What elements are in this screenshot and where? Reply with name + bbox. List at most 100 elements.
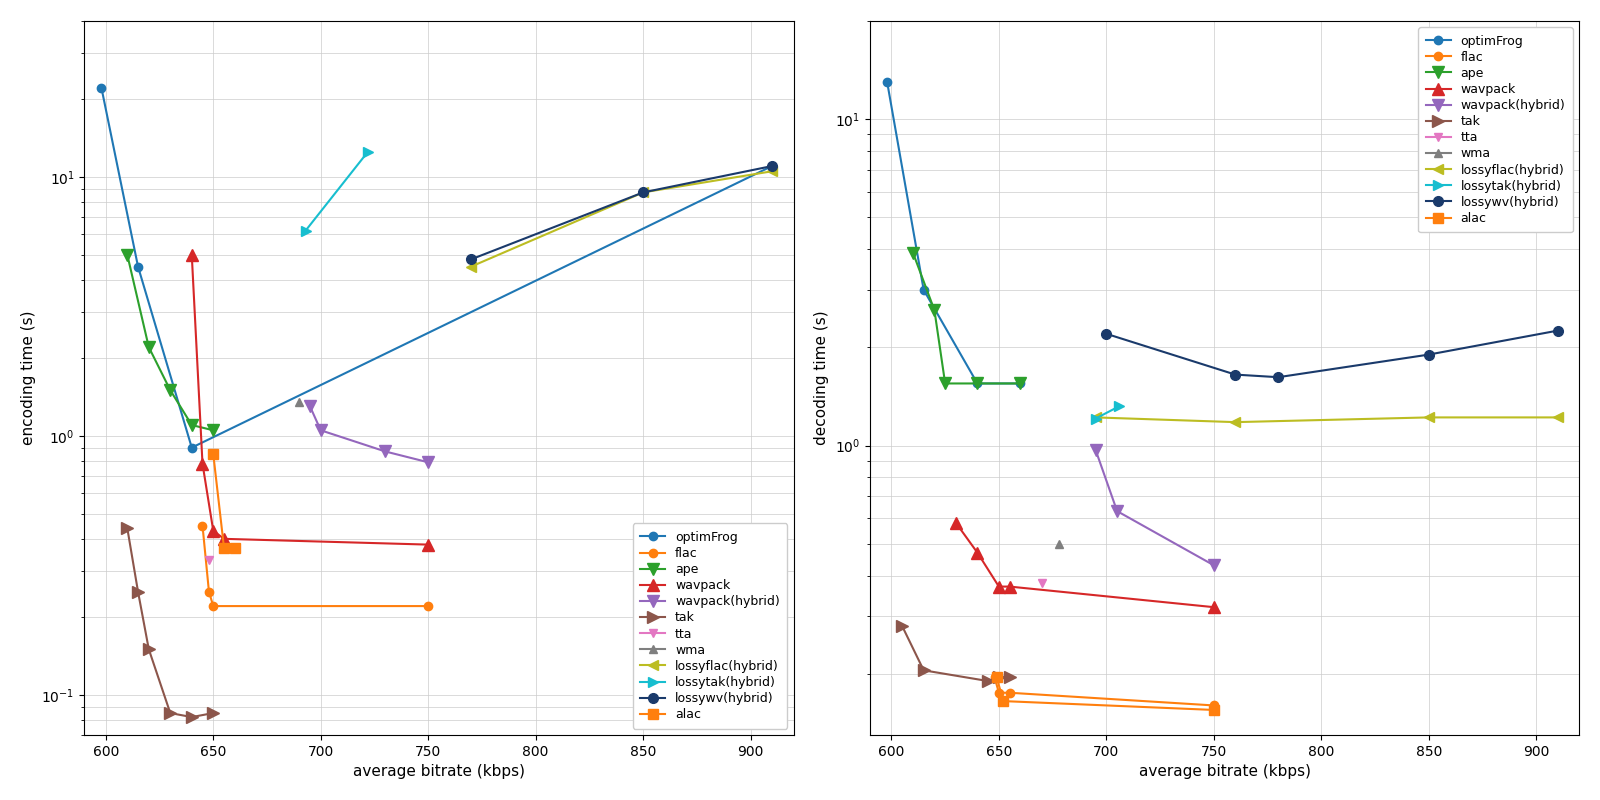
Line: flac: flac — [198, 522, 432, 610]
Line: lossyflac(hybrid): lossyflac(hybrid) — [466, 166, 778, 271]
lossywv(hybrid) — [763, 162, 782, 171]
tak — [979, 676, 998, 686]
alac — [987, 673, 1006, 682]
X-axis label: average bitrate (kbps): average bitrate (kbps) — [1139, 764, 1310, 779]
tak — [914, 666, 933, 675]
optimFrog — [1011, 378, 1030, 388]
alac — [214, 543, 234, 553]
tak — [160, 708, 179, 718]
ape — [1011, 378, 1030, 388]
wavpack — [182, 250, 202, 259]
Line: wavpack: wavpack — [950, 518, 1219, 613]
lossywv(hybrid) — [461, 254, 480, 264]
wavpack — [214, 534, 234, 544]
optimFrog — [91, 83, 110, 93]
tak — [182, 712, 202, 722]
lossyflac(hybrid) — [461, 262, 480, 271]
wavpack — [946, 518, 965, 528]
optimFrog — [763, 162, 782, 171]
lossyflac(hybrid) — [1086, 413, 1106, 422]
Line: wavpack: wavpack — [186, 249, 434, 550]
optimFrog — [968, 378, 987, 388]
Legend: optimFrog, flac, ape, wavpack, wavpack(hybrid), tak, tta, wma, lossyflac(hybrid): optimFrog, flac, ape, wavpack, wavpack(h… — [632, 523, 787, 729]
wavpack — [203, 526, 222, 535]
Line: alac: alac — [992, 673, 1219, 715]
Line: lossytak(hybrid): lossytak(hybrid) — [1091, 402, 1125, 423]
wavpack — [194, 459, 213, 469]
Legend: optimFrog, flac, ape, wavpack, wavpack(hybrid), tak, tta, wma, lossyflac(hybrid): optimFrog, flac, ape, wavpack, wavpack(h… — [1418, 27, 1573, 233]
Line: lossytak(hybrid): lossytak(hybrid) — [301, 147, 373, 235]
optimFrog — [182, 443, 202, 453]
wavpack(hybrid) — [1086, 445, 1106, 454]
optimFrog — [877, 77, 896, 86]
Line: wavpack(hybrid): wavpack(hybrid) — [304, 401, 434, 468]
ape — [118, 250, 138, 259]
lossywv(hybrid) — [1096, 329, 1115, 338]
ape — [968, 378, 987, 388]
tak — [893, 622, 912, 631]
lossywv(hybrid) — [1549, 326, 1568, 335]
tak — [1000, 673, 1019, 682]
lossywv(hybrid) — [1269, 372, 1288, 382]
tak — [139, 644, 158, 654]
flac — [194, 521, 213, 530]
flac — [986, 673, 1005, 682]
tak — [203, 708, 222, 718]
lossyflac(hybrid) — [1419, 413, 1438, 422]
wavpack(hybrid) — [301, 402, 320, 411]
optimFrog — [128, 262, 147, 271]
Line: tak: tak — [896, 621, 1014, 686]
alac — [226, 543, 245, 553]
lossyflac(hybrid) — [763, 166, 782, 176]
tak — [989, 673, 1008, 682]
Line: ape: ape — [122, 249, 219, 436]
wavpack — [968, 548, 987, 558]
alac — [203, 450, 222, 459]
optimFrog — [914, 285, 933, 294]
Line: wavpack(hybrid): wavpack(hybrid) — [1090, 444, 1219, 571]
wavpack — [989, 582, 1008, 591]
lossyflac(hybrid) — [634, 188, 653, 198]
Line: optimFrog: optimFrog — [883, 78, 1024, 388]
ape — [936, 378, 955, 388]
wavpack(hybrid) — [310, 426, 330, 435]
ape — [904, 248, 923, 258]
lossyflac(hybrid) — [1226, 418, 1245, 427]
wavpack(hybrid) — [1205, 561, 1224, 570]
flac — [1205, 701, 1224, 710]
wavpack — [419, 540, 438, 550]
alac — [1205, 705, 1224, 714]
lossytak(hybrid) — [1110, 402, 1130, 411]
Line: tak: tak — [122, 522, 219, 722]
flac — [200, 587, 219, 597]
Y-axis label: decoding time (s): decoding time (s) — [814, 310, 829, 445]
ape — [139, 342, 158, 352]
wavpack(hybrid) — [1107, 506, 1126, 516]
flac — [989, 688, 1008, 698]
Line: optimFrog: optimFrog — [98, 84, 776, 452]
ape — [925, 306, 944, 315]
lossytak(hybrid) — [1086, 414, 1106, 423]
Line: lossyflac(hybrid): lossyflac(hybrid) — [1091, 413, 1563, 427]
ape — [203, 426, 222, 435]
lossywv(hybrid) — [634, 188, 653, 198]
Line: lossywv(hybrid): lossywv(hybrid) — [1101, 326, 1563, 382]
flac — [419, 602, 438, 611]
wavpack(hybrid) — [419, 458, 438, 467]
alac — [994, 696, 1013, 706]
Line: alac: alac — [208, 449, 240, 553]
flac — [203, 602, 222, 611]
lossyflac(hybrid) — [1549, 413, 1568, 422]
X-axis label: average bitrate (kbps): average bitrate (kbps) — [354, 764, 525, 779]
wavpack(hybrid) — [376, 446, 395, 456]
lossywv(hybrid) — [1419, 350, 1438, 359]
Line: ape: ape — [907, 247, 1026, 389]
lossytak(hybrid) — [358, 147, 378, 157]
lossywv(hybrid) — [1226, 370, 1245, 379]
lossytak(hybrid) — [296, 226, 315, 235]
Line: lossywv(hybrid): lossywv(hybrid) — [466, 161, 778, 264]
Y-axis label: encoding time (s): encoding time (s) — [21, 310, 35, 445]
ape — [182, 420, 202, 430]
ape — [160, 386, 179, 395]
Line: flac: flac — [990, 674, 1218, 710]
